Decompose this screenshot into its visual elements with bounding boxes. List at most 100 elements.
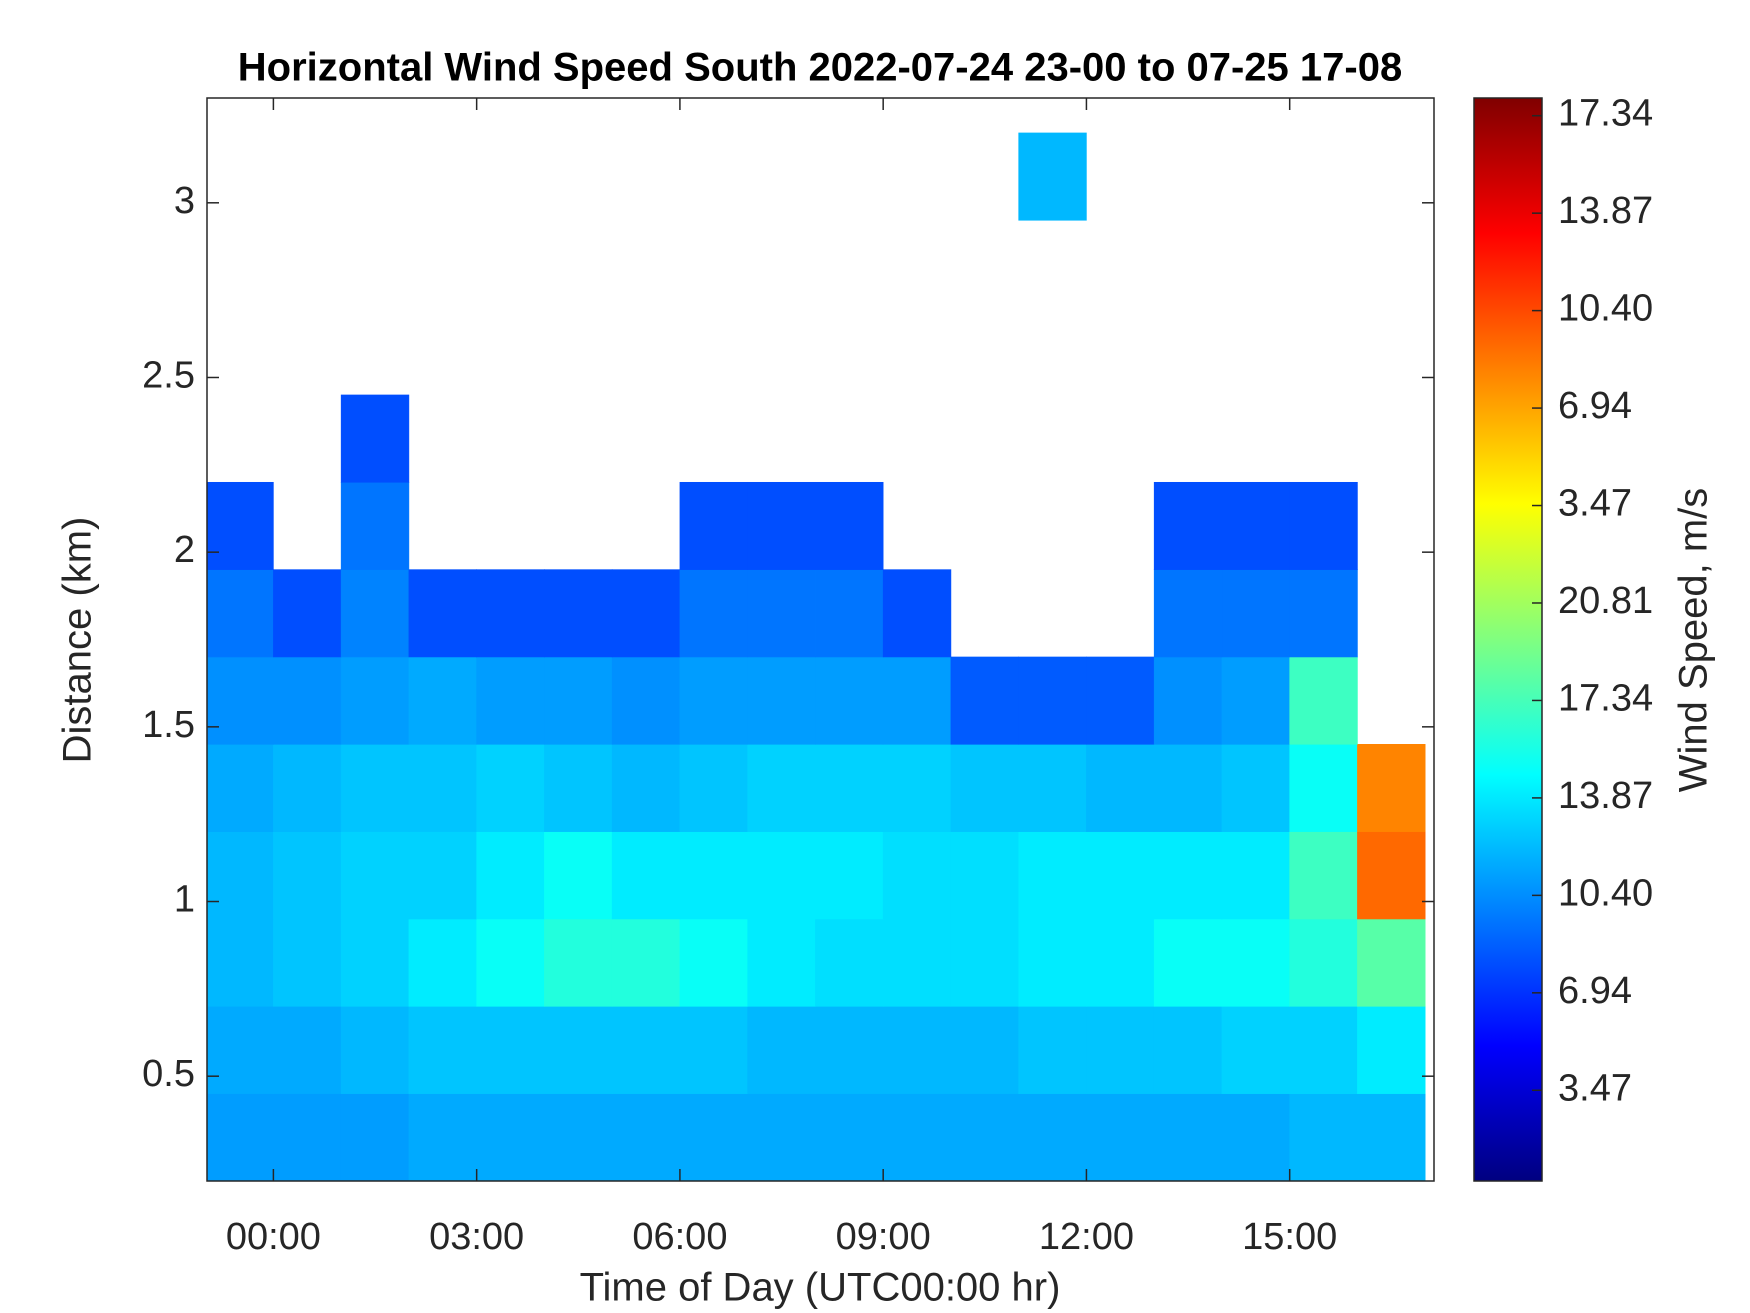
heatmap-cell (747, 656, 816, 745)
heatmap-cell (611, 831, 681, 920)
heatmap-cell (611, 744, 681, 832)
heatmap-cell (1357, 918, 1426, 1007)
heatmap-cell (1153, 481, 1223, 570)
heatmap-cell (544, 831, 613, 920)
x-tick-label: 15:00 (1242, 1216, 1337, 1258)
heatmap-cell (1289, 744, 1358, 832)
heatmap-cell (476, 744, 545, 832)
heatmap-cell (340, 394, 410, 483)
colorbar (1473, 97, 1543, 1182)
heatmap-cell (679, 481, 748, 570)
heatmap-cell (679, 831, 748, 920)
heatmap-cell (1086, 656, 1155, 745)
heatmap-cell (544, 1093, 613, 1182)
heatmap-cell (950, 918, 1019, 1007)
heatmap-cell (1221, 1093, 1290, 1182)
colorbar-tick-label: 6.94 (1558, 970, 1632, 1012)
heatmap-cell (1289, 569, 1358, 658)
heatmap-cell (544, 1006, 613, 1094)
heatmap-cell (950, 1093, 1019, 1182)
heatmap-cell (611, 918, 681, 1007)
heatmap-cell (815, 831, 884, 920)
heatmap-cell (1289, 831, 1358, 920)
x-tick-label: 00:00 (226, 1216, 321, 1258)
heatmap-cell (408, 918, 477, 1007)
colorbar-tick-label: 17.34 (1558, 677, 1653, 719)
heatmap-cell (1153, 1006, 1223, 1094)
heatmap-cell (408, 569, 477, 658)
heatmap-cell (882, 1006, 952, 1094)
heatmap-cell (476, 569, 545, 658)
heatmap-cell (1018, 831, 1087, 920)
heatmap-cell (815, 481, 884, 570)
heatmap-cell (882, 831, 952, 920)
heatmap-cell (747, 569, 816, 658)
heatmap-cell (340, 1093, 410, 1182)
heatmap-cell (340, 744, 410, 832)
heatmap-cell (1086, 831, 1155, 920)
colorbar-tick-label: 10.40 (1558, 288, 1653, 330)
y-tick-label: 0.5 (142, 1053, 195, 1095)
heatmap-cell (1018, 1006, 1087, 1094)
heatmap-cell (950, 744, 1019, 832)
heatmap-cell (611, 1006, 681, 1094)
heatmap-cell (747, 481, 816, 570)
colorbar-tick-label: 20.81 (1558, 580, 1653, 622)
heatmap-cell (544, 656, 613, 745)
heatmap-cell (340, 1006, 410, 1094)
colorbar-label: Wind Speed, m/s (1672, 488, 1716, 793)
y-tick-label: 1.5 (142, 704, 195, 746)
heatmap-cell (340, 569, 410, 658)
heatmap-cell (747, 831, 816, 920)
plot-frame (206, 97, 1435, 1182)
heatmap-cell (950, 831, 1019, 920)
heatmap-cell (1086, 1093, 1155, 1182)
y-tick-label: 2 (174, 529, 195, 571)
heatmap-cell (1153, 1093, 1223, 1182)
heatmap-cell (476, 656, 545, 745)
heatmap-cell (679, 918, 748, 1007)
colorbar-tick-label: 17.34 (1558, 93, 1653, 135)
heatmap-cell (882, 1093, 952, 1182)
heatmap-cell (1221, 656, 1290, 745)
heatmap-cell (273, 1006, 342, 1094)
heatmap-cell (206, 481, 274, 570)
heatmap-cell (1086, 1006, 1155, 1094)
heatmap-cell (882, 918, 952, 1007)
x-tick-label: 12:00 (1039, 1216, 1134, 1258)
heatmap-cell (206, 656, 274, 745)
heatmap-cell (408, 1093, 477, 1182)
heatmap-cell (1153, 656, 1223, 745)
heatmap-cell (1153, 831, 1223, 920)
heatmap-cell (1018, 744, 1087, 832)
heatmap-cell (747, 918, 816, 1007)
heatmap-cell (1221, 831, 1290, 920)
heatmap-cell (1221, 744, 1290, 832)
heatmap-cell (1086, 918, 1155, 1007)
heatmap-cell (206, 744, 274, 832)
heatmap-cell (1289, 918, 1358, 1007)
heatmap-cell (273, 918, 342, 1007)
heatmap-cell (679, 1006, 748, 1094)
y-tick-label: 3 (174, 180, 195, 222)
heatmap-cell (747, 1093, 816, 1182)
heatmap-cell (815, 656, 884, 745)
heatmap-cell (950, 1006, 1019, 1094)
heatmap-cell (611, 569, 681, 658)
heatmap-cell (273, 831, 342, 920)
heatmap-cell (815, 918, 884, 1007)
x-tick-label: 06:00 (632, 1216, 727, 1258)
heatmap-cell (1221, 918, 1290, 1007)
heatmap-cell (273, 1093, 342, 1182)
heatmap-cell (679, 656, 748, 745)
heatmap-cell (1221, 1006, 1290, 1094)
y-tick-label: 2.5 (142, 355, 195, 397)
heatmap-cell (273, 744, 342, 832)
heatmap-cell (1086, 744, 1155, 832)
x-tick-label: 09:00 (836, 1216, 931, 1258)
heatmap-cell (1018, 132, 1087, 221)
y-axis-label: Distance (km) (56, 517, 100, 764)
heatmap-cell (815, 1006, 884, 1094)
